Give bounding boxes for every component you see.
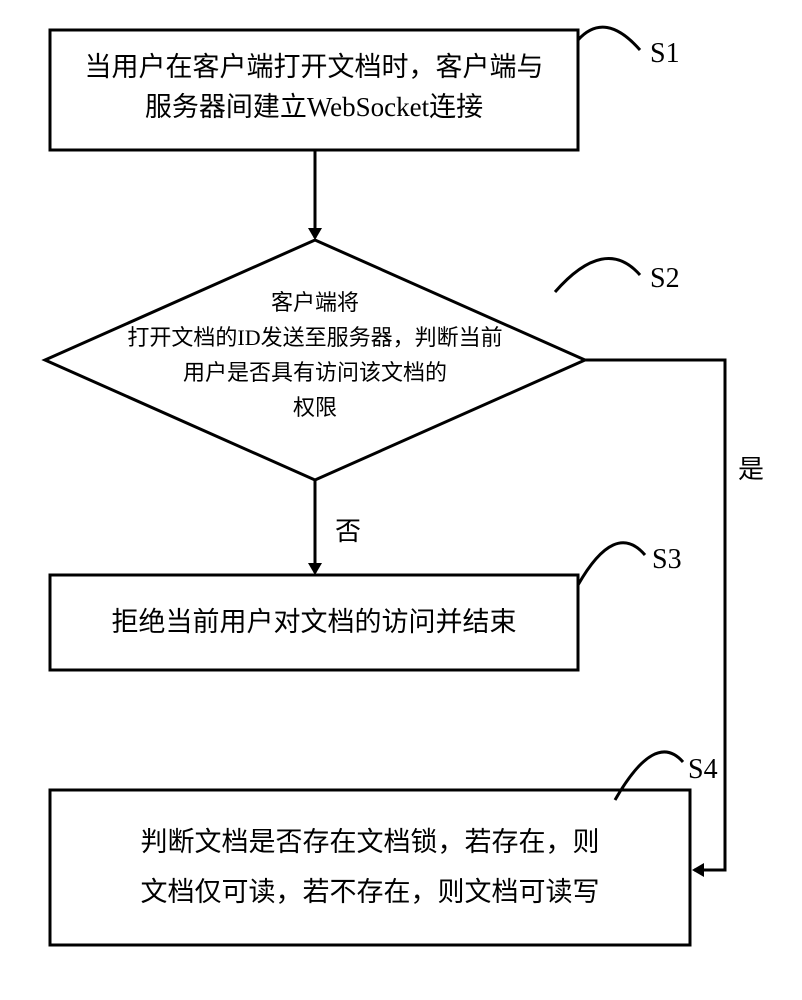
node-s3-line0: 拒绝当前用户对文档的访问并结束 (112, 607, 517, 637)
callout-s1: S1 (578, 27, 680, 69)
node-s1-line1: 服务器间建立WebSocket连接 (145, 92, 483, 122)
node-s2: 客户端将 打开文档的ID发送至服务器，判断当前 用户是否具有访问该文档的 权限 (45, 240, 585, 480)
node-s2-line3: 权限 (293, 395, 337, 420)
node-s2-line1: 打开文档的ID发送至服务器，判断当前 (127, 325, 502, 350)
callout-s2: S2 (555, 259, 680, 294)
callout-s3: S3 (578, 543, 682, 585)
node-s4-box (50, 790, 690, 945)
node-s1-box (50, 30, 578, 150)
node-s4: 判断文档是否存在文档锁，若存在，则 文档仅可读，若不存在，则文档可读写 (50, 790, 690, 945)
edge-s2-s3-label: 否 (335, 517, 361, 546)
node-s4-line0: 判断文档是否存在文档锁，若存在，则 (141, 827, 600, 857)
node-s1: 当用户在客户端打开文档时，客户端与 服务器间建立WebSocket连接 (50, 30, 578, 150)
label-s1: S1 (650, 38, 680, 69)
node-s3: 拒绝当前用户对文档的访问并结束 (50, 575, 578, 670)
node-s1-line0: 当用户在客户端打开文档时，客户端与 (85, 52, 544, 82)
flowchart-canvas: 当用户在客户端打开文档时，客户端与 服务器间建立WebSocket连接 S1 客… (0, 0, 802, 1000)
edge-s2-s4-label: 是 (738, 455, 764, 484)
node-s2-line2: 用户是否具有访问该文档的 (183, 360, 447, 385)
node-s4-line1: 文档仅可读，若不存在，则文档可读写 (141, 877, 600, 907)
label-s3: S3 (652, 544, 682, 575)
label-s4: S4 (688, 754, 718, 785)
node-s2-line0: 客户端将 (271, 290, 359, 315)
label-s2: S2 (650, 263, 680, 294)
edge-s2-s3: 否 (315, 480, 361, 573)
